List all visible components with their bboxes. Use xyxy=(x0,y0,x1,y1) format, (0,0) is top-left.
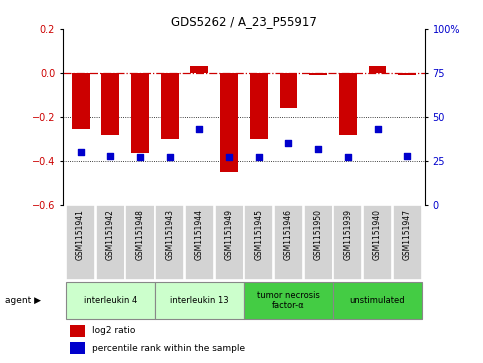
Point xyxy=(196,126,203,132)
Bar xyxy=(70,325,85,337)
Bar xyxy=(185,205,214,280)
Bar xyxy=(96,205,125,280)
Bar xyxy=(101,73,119,135)
Bar xyxy=(363,205,392,280)
Text: GSM1151948: GSM1151948 xyxy=(136,209,144,260)
Bar xyxy=(280,73,298,108)
Bar xyxy=(244,205,273,280)
Bar xyxy=(304,205,333,280)
Title: GDS5262 / A_23_P55917: GDS5262 / A_23_P55917 xyxy=(171,15,317,28)
Text: GSM1151945: GSM1151945 xyxy=(254,209,263,260)
Bar xyxy=(220,73,238,172)
Text: tumor necrosis
factor-α: tumor necrosis factor-α xyxy=(257,291,320,310)
Text: log2 ratio: log2 ratio xyxy=(92,326,135,335)
Text: interleukin 4: interleukin 4 xyxy=(84,296,137,305)
Point xyxy=(374,126,382,132)
Bar xyxy=(339,73,357,135)
Bar xyxy=(250,73,268,139)
Point xyxy=(136,155,144,160)
Text: percentile rank within the sample: percentile rank within the sample xyxy=(92,344,245,352)
Text: GSM1151949: GSM1151949 xyxy=(225,209,234,260)
Text: GSM1151940: GSM1151940 xyxy=(373,209,382,260)
Bar xyxy=(244,282,333,319)
Text: GSM1151946: GSM1151946 xyxy=(284,209,293,260)
Bar xyxy=(274,205,303,280)
Bar xyxy=(393,205,422,280)
Bar xyxy=(369,66,386,73)
Bar xyxy=(155,282,243,319)
Point xyxy=(284,140,292,146)
Point xyxy=(314,146,322,152)
Text: GSM1151939: GSM1151939 xyxy=(343,209,352,260)
Bar xyxy=(309,73,327,75)
Bar xyxy=(190,66,208,73)
Text: agent ▶: agent ▶ xyxy=(5,296,41,305)
Bar xyxy=(66,282,155,319)
Text: GSM1151942: GSM1151942 xyxy=(106,209,115,260)
Bar xyxy=(333,282,422,319)
Point xyxy=(255,155,263,160)
Point xyxy=(403,153,411,159)
Bar xyxy=(126,205,155,280)
Bar xyxy=(214,205,243,280)
Point xyxy=(106,153,114,159)
Bar xyxy=(71,73,89,129)
Text: GSM1151941: GSM1151941 xyxy=(76,209,85,260)
Bar xyxy=(161,73,179,139)
Point xyxy=(344,155,352,160)
Text: GSM1151947: GSM1151947 xyxy=(403,209,412,260)
Bar xyxy=(333,205,362,280)
Text: interleukin 13: interleukin 13 xyxy=(170,296,228,305)
Text: GSM1151950: GSM1151950 xyxy=(313,209,323,260)
Point xyxy=(166,155,173,160)
Bar xyxy=(70,342,85,354)
Bar xyxy=(155,205,184,280)
Point xyxy=(77,149,85,155)
Point xyxy=(225,155,233,160)
Bar xyxy=(398,73,416,75)
Bar xyxy=(66,205,95,280)
Text: GSM1151943: GSM1151943 xyxy=(165,209,174,260)
Bar xyxy=(131,73,149,153)
Text: GSM1151944: GSM1151944 xyxy=(195,209,204,260)
Text: unstimulated: unstimulated xyxy=(350,296,405,305)
